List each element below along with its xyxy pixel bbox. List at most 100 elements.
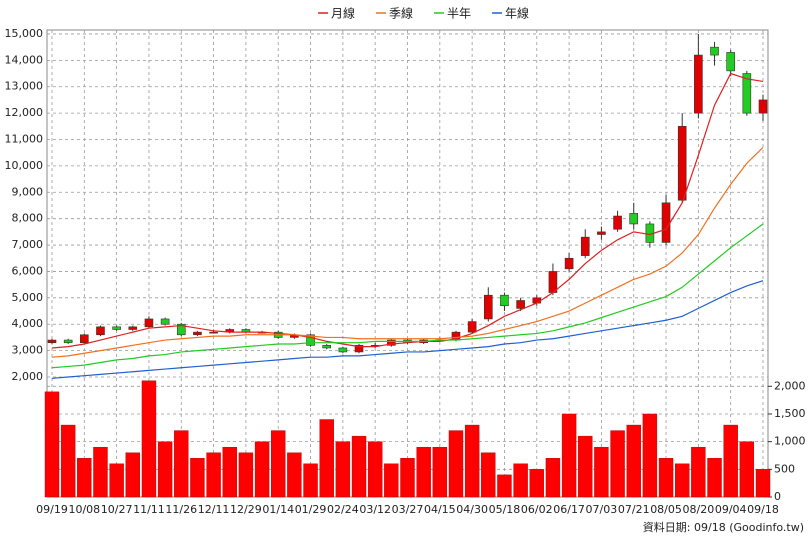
x-tick-label: 08/20	[683, 503, 715, 516]
candle-body	[661, 202, 671, 243]
y2-tick-label: 0	[774, 490, 781, 503]
volume-bar	[287, 452, 302, 498]
volume-bar	[44, 391, 60, 498]
volume-bar	[691, 446, 706, 498]
x-tick-label: 10/27	[101, 503, 133, 516]
candle-body	[112, 326, 121, 330]
volume-bar	[77, 458, 92, 498]
x-tick-label: 01/14	[262, 503, 294, 516]
volume-bar	[303, 463, 318, 498]
candle-body	[354, 345, 364, 353]
y-tick-label: 8,000	[12, 212, 44, 225]
y-tick-label: 3,000	[12, 344, 44, 357]
volume-bar	[529, 469, 544, 498]
candle-body	[758, 99, 768, 114]
y-tick-label: 12,000	[5, 106, 44, 119]
candle-body	[483, 294, 493, 320]
y-tick-label: 11,000	[5, 133, 44, 146]
candle-body	[694, 54, 703, 114]
x-tick-label: 12/29	[230, 503, 262, 516]
volume-bar	[448, 430, 464, 498]
y2-tick-label: 1,500	[774, 407, 806, 420]
candle-body	[500, 294, 509, 307]
volume-bar	[707, 458, 722, 498]
volume-bar	[222, 446, 237, 498]
x-tick-label: 02/24	[327, 503, 359, 516]
volume-bar	[141, 380, 157, 498]
volume-bar	[497, 474, 512, 498]
candle-body	[516, 300, 525, 309]
volume-bar	[157, 441, 173, 498]
x-tick-label: 03/27	[392, 503, 424, 516]
y-tick-label: 9,000	[12, 185, 44, 198]
volume-bar	[400, 458, 415, 498]
x-tick-label: 01/29	[295, 503, 327, 516]
candle-body	[726, 52, 735, 72]
ma-line	[51, 72, 764, 349]
volume-bar	[464, 424, 480, 498]
volume-bar	[109, 463, 124, 498]
volume-bar	[271, 430, 286, 498]
candle-body	[338, 347, 348, 353]
candle-body	[96, 326, 105, 336]
volume-bar	[626, 424, 641, 498]
legend-label: 年線	[505, 6, 529, 21]
candle-body	[160, 318, 170, 325]
candle-body	[193, 331, 202, 336]
candle-body	[387, 339, 396, 346]
volume-bar	[93, 446, 108, 498]
candle-body	[47, 339, 57, 343]
x-tick-label: 11/26	[165, 503, 197, 516]
volume-bar	[578, 435, 593, 498]
volume-bar	[675, 463, 690, 498]
candle-body	[742, 73, 752, 114]
x-tick-label: 07/03	[586, 503, 618, 516]
candle-body	[209, 331, 218, 334]
y-tick-label: 14,000	[5, 53, 44, 66]
y2-tick-label: 2,000	[774, 379, 806, 392]
volume-bar	[723, 424, 738, 498]
volume-bar	[561, 413, 577, 498]
candle-body	[63, 339, 73, 343]
ma-line	[51, 280, 764, 379]
x-tick-label: 04/30	[456, 503, 488, 516]
x-tick-label: 07/21	[618, 503, 650, 516]
volume-bar	[755, 469, 771, 498]
x-tick-label: 12/11	[198, 503, 230, 516]
volume-bar	[319, 419, 334, 498]
volume-bar	[351, 435, 367, 498]
legend-label: 月線	[331, 6, 355, 21]
volume-bar	[254, 441, 270, 498]
candle-body	[597, 231, 606, 235]
candle-body	[548, 271, 558, 293]
y-tick-label: 10,000	[5, 159, 44, 172]
y-tick-label: 2,000	[12, 370, 44, 383]
volume-bar	[60, 424, 76, 498]
volume-bar	[174, 430, 189, 498]
candle-body	[629, 213, 639, 225]
volume-bar	[432, 446, 448, 498]
y2-tick-label: 500	[774, 462, 795, 475]
candle-body	[467, 321, 477, 333]
volume-bar	[190, 458, 205, 498]
candle-body	[128, 326, 138, 330]
ma-line	[51, 223, 764, 369]
candle-body	[710, 46, 719, 56]
legend-label: 季線	[389, 6, 413, 21]
x-tick-label: 08/05	[650, 503, 682, 516]
volume-bar	[238, 452, 254, 498]
ma-line	[51, 146, 764, 358]
candle-body	[613, 215, 622, 230]
source-note: 資料日期: 09/18 (Goodinfo.tw)	[643, 520, 804, 534]
volume-bar	[367, 441, 383, 498]
x-tick-label: 03/12	[359, 503, 391, 516]
candle-body	[144, 318, 154, 328]
volume-bar	[594, 446, 609, 498]
x-tick-label: 04/15	[424, 503, 456, 516]
volume-bar	[642, 413, 658, 498]
x-tick-label: 09/04	[715, 503, 747, 516]
candle-body	[580, 236, 590, 256]
y2-tick-label: 1,000	[774, 435, 806, 448]
volume-bar	[658, 458, 674, 498]
